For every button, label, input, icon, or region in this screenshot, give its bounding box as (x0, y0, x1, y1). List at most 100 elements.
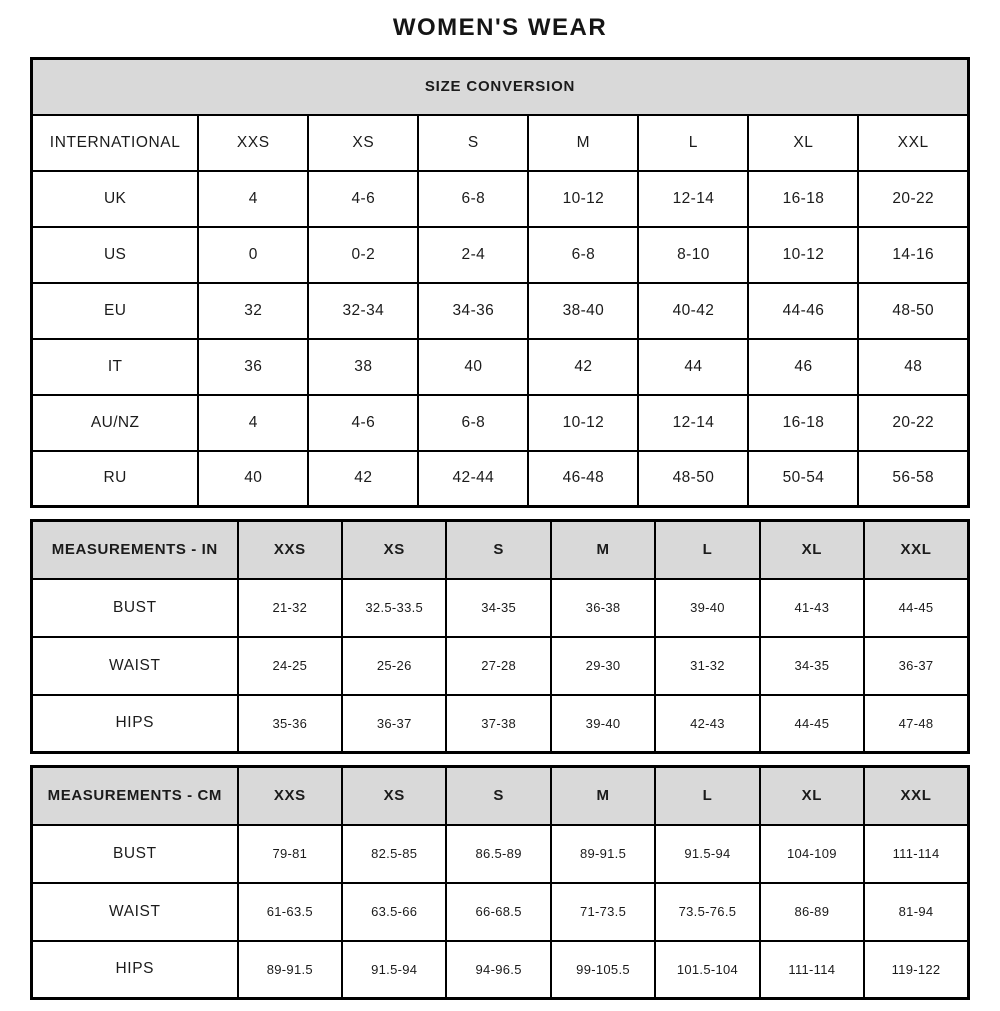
row-label: HIPS (30, 693, 239, 754)
value-cell: 12-14 (637, 169, 750, 228)
value-cell: 4 (197, 169, 310, 228)
size-column-header: XS (341, 519, 448, 580)
value-cell: 34-36 (417, 281, 530, 340)
size-conversion-title: SIZE CONVERSION (30, 57, 970, 116)
value-cell: 4-6 (307, 169, 420, 228)
value-cell: 40-42 (637, 281, 750, 340)
table-row: WAIST 24-25 25-26 27-28 29-30 31-32 34-35 36-37 (30, 635, 970, 696)
value-cell: 47-48 (863, 693, 970, 754)
value-cell: 4-6 (307, 393, 420, 452)
table-row: EU 32 32-34 34-36 38-40 40-42 44-46 48-50 (30, 281, 970, 340)
value-cell: 99-105.5 (549, 939, 657, 1000)
value-cell: 40 (417, 337, 530, 396)
value-cell: 14-16 (857, 225, 970, 284)
table-title-row: SIZE CONVERSION (30, 57, 970, 116)
size-column-header: XS (307, 113, 420, 172)
value-cell: 0-2 (307, 225, 420, 284)
value-cell: 29-30 (549, 635, 657, 696)
size-guide-sheet: WOMEN'S WEAR SIZE CONVERSION INTERNATIONA… (30, 0, 970, 1000)
row-label: RU (30, 449, 200, 508)
value-cell: 10-12 (527, 393, 640, 452)
value-cell: 79-81 (236, 823, 344, 884)
table-row: US 0 0-2 2-4 6-8 8-10 10-12 14-16 (30, 225, 970, 284)
value-cell: 119-122 (863, 939, 970, 1000)
value-cell: 21-32 (236, 577, 344, 638)
size-column-header: XXL (857, 113, 970, 172)
value-cell: 104-109 (758, 823, 866, 884)
table-label-header: MEASUREMENTS - IN (30, 519, 239, 580)
value-cell: 42 (527, 337, 640, 396)
size-column-header: XS (341, 765, 448, 826)
value-cell: 42-43 (654, 693, 761, 754)
column-header-row: MEASUREMENTS - IN XXS XS S M L XL XXL (30, 519, 970, 580)
value-cell: 71-73.5 (549, 881, 657, 942)
row-label: WAIST (30, 881, 239, 942)
value-cell: 36-37 (341, 693, 448, 754)
value-cell: 66-68.5 (445, 881, 552, 942)
size-column-header: S (417, 113, 530, 172)
value-cell: 50-54 (747, 449, 860, 508)
table-row: HIPS 35-36 36-37 37-38 39-40 42-43 44-45 47-48 (30, 693, 970, 754)
value-cell: 61-63.5 (236, 881, 344, 942)
value-cell: 2-4 (417, 225, 530, 284)
value-cell: 111-114 (758, 939, 866, 1000)
table-label-header: MEASUREMENTS - CM (30, 765, 239, 826)
value-cell: 94-96.5 (445, 939, 552, 1000)
size-column-header: M (549, 519, 657, 580)
value-cell: 82.5-85 (341, 823, 448, 884)
table-row: BUST 21-32 32.5-33.5 34-35 36-38 39-40 41-43 44… (30, 577, 970, 638)
table-row: HIPS 89-91.5 91.5-94 94-96.5 99-105.5 101.5-1… (30, 939, 970, 1000)
value-cell: 6-8 (527, 225, 640, 284)
row-label: UK (30, 169, 200, 228)
value-cell: 56-58 (857, 449, 970, 508)
row-label: IT (30, 337, 200, 396)
size-conversion-table: SIZE CONVERSION INTERNATIONAL XXS XS S M L XL XX… (30, 57, 970, 508)
value-cell: 91.5-94 (654, 823, 761, 884)
size-conversion-section: SIZE CONVERSION INTERNATIONAL XXS XS S M L XL XX… (30, 57, 970, 508)
value-cell: 37-38 (445, 693, 552, 754)
row-label: EU (30, 281, 200, 340)
value-cell: 89-91.5 (549, 823, 657, 884)
value-cell: 6-8 (417, 393, 530, 452)
size-column-header: L (637, 113, 750, 172)
value-cell: 32.5-33.5 (341, 577, 448, 638)
value-cell: 63.5-66 (341, 881, 448, 942)
value-cell: 48-50 (857, 281, 970, 340)
value-cell: 36 (197, 337, 310, 396)
value-cell: 39-40 (549, 693, 657, 754)
value-cell: 48 (857, 337, 970, 396)
value-cell: 31-32 (654, 635, 761, 696)
table-row: BUST 79-81 82.5-85 86.5-89 89-91.5 91.5-94 104… (30, 823, 970, 884)
size-column-header: XXS (236, 519, 344, 580)
row-label: WAIST (30, 635, 239, 696)
value-cell: 89-91.5 (236, 939, 344, 1000)
row-label: US (30, 225, 200, 284)
value-cell: 40 (197, 449, 310, 508)
column-header-row: MEASUREMENTS - CM XXS XS S M L XL XXL (30, 765, 970, 826)
value-cell: 16-18 (747, 169, 860, 228)
value-cell: 36-37 (863, 635, 970, 696)
size-column-header: M (549, 765, 657, 826)
value-cell: 20-22 (857, 169, 970, 228)
table-row: AU/NZ 4 4-6 6-8 10-12 12-14 16-18 20-22 (30, 393, 970, 452)
size-column-header: XL (747, 113, 860, 172)
value-cell: 10-12 (527, 169, 640, 228)
value-cell: 44 (637, 337, 750, 396)
page-title: WOMEN'S WEAR (392, 14, 608, 41)
value-cell: 44-46 (747, 281, 860, 340)
value-cell: 91.5-94 (341, 939, 448, 1000)
value-cell: 44-45 (758, 693, 866, 754)
value-cell: 44-45 (863, 577, 970, 638)
size-column-header: S (445, 519, 552, 580)
value-cell: 32 (197, 281, 310, 340)
row-label: BUST (30, 577, 239, 638)
value-cell: 46-48 (527, 449, 640, 508)
value-cell: 24-25 (236, 635, 344, 696)
value-cell: 42-44 (417, 449, 530, 508)
value-cell: 6-8 (417, 169, 530, 228)
value-cell: 27-28 (445, 635, 552, 696)
value-cell: 42 (307, 449, 420, 508)
size-column-header: XXL (863, 765, 970, 826)
value-cell: 25-26 (341, 635, 448, 696)
size-column-header: XL (758, 519, 866, 580)
